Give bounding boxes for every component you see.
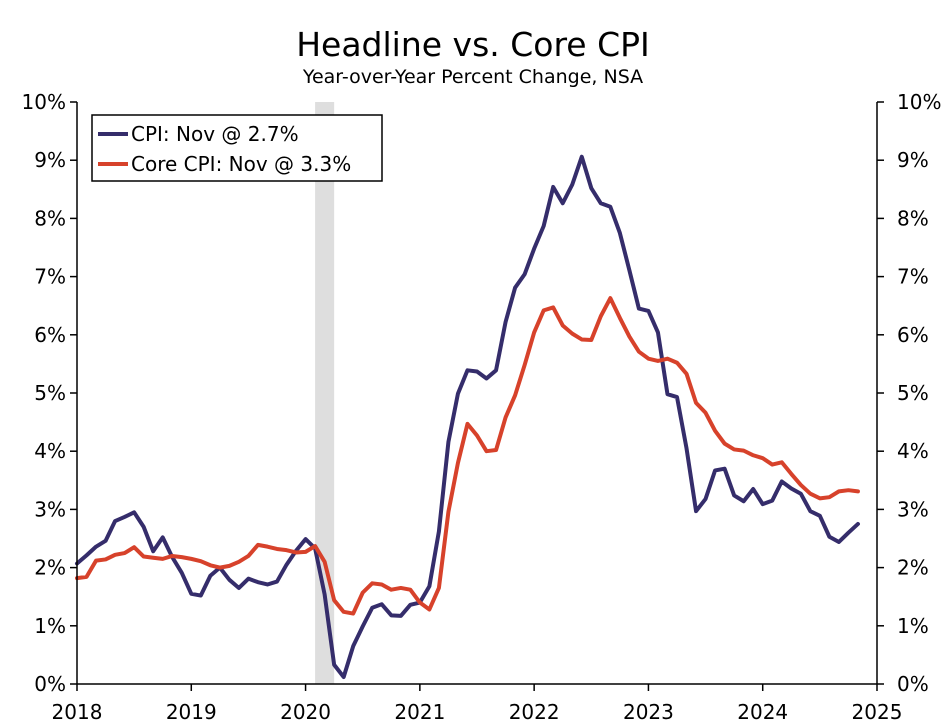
y-tick-label-left: 8% <box>34 206 66 230</box>
legend-label-cpi: CPI: Nov @ 2.7% <box>131 122 299 146</box>
y-tick-label-right: 5% <box>897 381 929 405</box>
y-tick-label-left: 7% <box>34 265 66 289</box>
y-tick-label-left: 1% <box>34 614 66 638</box>
recession-shading <box>315 102 335 684</box>
y-tick-label-right: 6% <box>897 323 929 347</box>
legend-label-core-cpi: Core CPI: Nov @ 3.3% <box>131 152 351 176</box>
y-tick-label-right: 1% <box>897 614 929 638</box>
y-tick-label-left: 5% <box>34 381 66 405</box>
x-tick-label: 2023 <box>623 700 674 724</box>
y-tick-label-right: 4% <box>897 439 929 463</box>
x-tick-label: 2018 <box>52 700 103 724</box>
y-tick-label-right: 2% <box>897 556 929 580</box>
y-tick-label-left: 9% <box>34 148 66 172</box>
y-tick-label-right: 3% <box>897 497 929 521</box>
cpi-series-line <box>75 154 860 680</box>
y-tick-label-right: 7% <box>897 265 929 289</box>
core-cpi-series-line <box>75 296 860 616</box>
chart-subtitle: Year-over-Year Percent Change, NSA <box>302 66 643 88</box>
y-tick-label-left: 6% <box>34 323 66 347</box>
x-tick-label: 2020 <box>280 700 331 724</box>
y-tick-label-right: 9% <box>897 148 929 172</box>
y-tick-label-left: 0% <box>34 672 66 696</box>
legend: CPI: Nov @ 2.7% Core CPI: Nov @ 3.3% <box>91 114 383 182</box>
y-tick-label-right: 0% <box>897 672 929 696</box>
y-tick-label-left: 2% <box>34 556 66 580</box>
x-tick-label: 2024 <box>737 700 788 724</box>
axis-ticks-layer: 0% 0% 1% 1% 2% 2% 3% 3% 4% 4% 5% 5% 6% 6% 7% 7% 8% 8% 9% 9%… <box>22 90 942 724</box>
y-tick-label-left: 3% <box>34 497 66 521</box>
x-tick-label: 2019 <box>166 700 217 724</box>
y-tick-label-right: 8% <box>897 206 929 230</box>
x-tick-label: 2025 <box>852 700 903 724</box>
series-lines-layer <box>75 154 860 680</box>
y-tick-label-right: 10% <box>897 90 941 114</box>
x-tick-label: 2022 <box>509 700 560 724</box>
y-tick-label-left: 10% <box>22 90 66 114</box>
legend-box <box>91 114 383 182</box>
x-tick-label: 2021 <box>394 700 445 724</box>
y-tick-label-left: 4% <box>34 439 66 463</box>
recession-band-layer <box>315 102 335 684</box>
chart-title: Headline vs. Core CPI <box>296 25 650 64</box>
